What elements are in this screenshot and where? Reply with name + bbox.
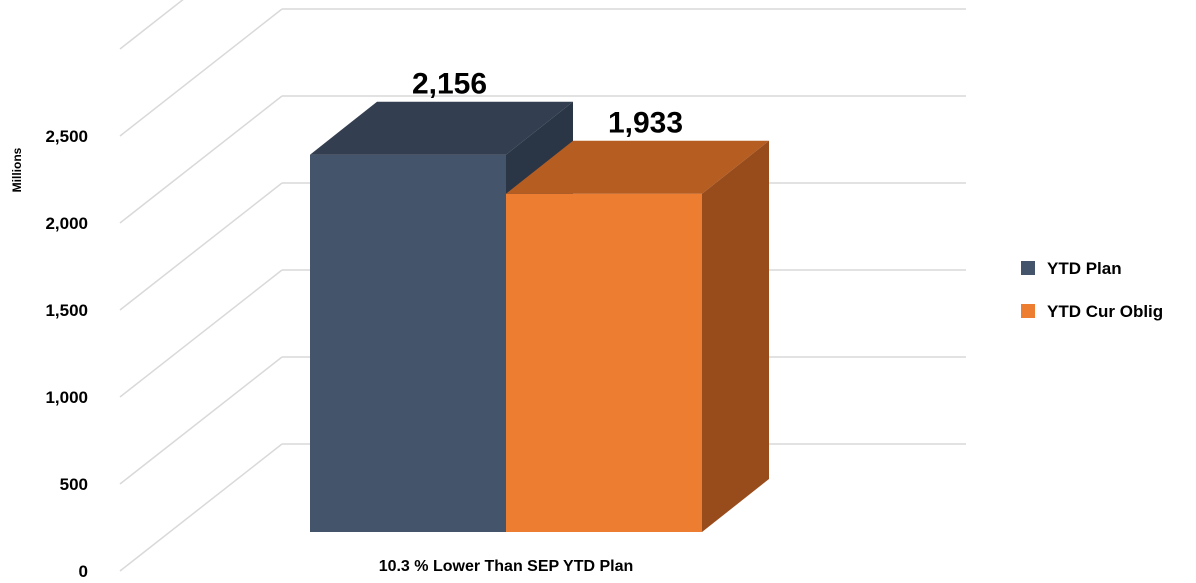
legend-swatch <box>1021 261 1035 275</box>
gridline-side-1 <box>119 356 283 485</box>
y-tick-label: 2,000 <box>45 214 88 233</box>
y-tick-label: 1,000 <box>45 388 88 407</box>
gridline-side-2 <box>119 269 283 398</box>
gridline-side-0 <box>119 443 283 572</box>
legend-label: YTD Cur Oblig <box>1047 302 1163 321</box>
y-axis-ticks: 0 500 1,000 1,500 2,000 2,500 <box>45 127 88 581</box>
gridline-side-5 <box>119 8 283 137</box>
legend-swatch <box>1021 304 1035 318</box>
y-axis-title: Millions <box>10 147 24 192</box>
data-label: 2,156 <box>412 68 487 101</box>
bar-top-face <box>310 101 573 155</box>
y-tick-label: 0 <box>79 562 88 581</box>
bar-front-face <box>506 193 702 532</box>
gridline-side-3 <box>119 182 283 311</box>
bar-ytd-cur-oblig <box>506 140 769 532</box>
legend-item: YTD Plan <box>1021 259 1122 278</box>
data-label: 1,933 <box>608 107 683 140</box>
category-label: 10.3 % Lower Than SEP YTD Plan <box>379 558 634 575</box>
data-labels: 2,156 1,933 <box>412 68 683 140</box>
bar-top-face <box>506 140 769 194</box>
bar-side-face <box>702 140 769 532</box>
bars <box>310 101 769 532</box>
y-tick-label: 1,500 <box>45 301 88 320</box>
y-tick-label: 500 <box>60 475 88 494</box>
y-tick-label: 2,500 <box>45 127 88 146</box>
legend: YTD Plan YTD Cur Oblig <box>1021 259 1163 321</box>
bar-front-face <box>310 154 506 532</box>
gridline-side-4 <box>119 95 283 224</box>
legend-label: YTD Plan <box>1047 259 1122 278</box>
legend-item: YTD Cur Oblig <box>1021 302 1163 321</box>
gridline-side-6 <box>119 0 184 50</box>
